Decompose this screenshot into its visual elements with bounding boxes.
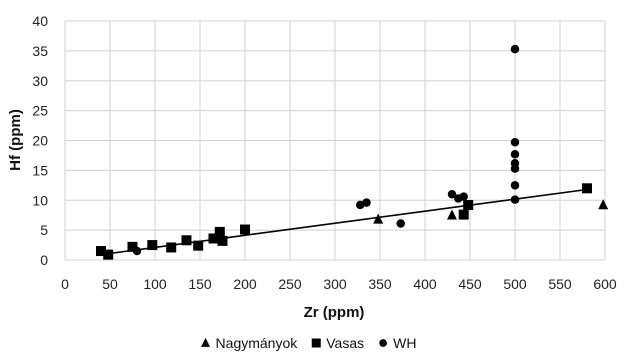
x-tick-label: 300 (323, 276, 347, 292)
data-point-wh (510, 138, 520, 147)
x-tick-label: 150 (188, 276, 212, 292)
y-tick-label: 0 (40, 252, 48, 268)
x-tick-label: 600 (593, 276, 617, 292)
data-point-wh (510, 195, 520, 204)
y-tick-label: 20 (32, 133, 48, 149)
x-tick-label: 350 (368, 276, 392, 292)
y-tick-label: 30 (32, 73, 48, 89)
x-tick-label: 400 (413, 276, 437, 292)
x-tick-label: 50 (102, 276, 118, 292)
data-point-nagymanyok (373, 213, 384, 224)
data-point-nagymanyok (447, 209, 457, 220)
data-point-vasas (217, 235, 228, 246)
x-tick-label: 0 (61, 276, 69, 292)
data-points (96, 44, 609, 260)
legend-marker-nagymanyok (201, 337, 211, 347)
y-tick-label: 10 (32, 192, 48, 208)
data-point-vasas (147, 240, 158, 251)
y-tick-labels: 0 5 10 15 20 25 30 35 40 (32, 13, 48, 268)
legend-label-nagymanyok: Nagymányok (216, 335, 299, 351)
legend-marker-wh (379, 339, 387, 347)
y-tick-label: 15 (32, 162, 48, 178)
legend: Nagymányok Vasas WH (201, 335, 416, 351)
data-point-vasas (463, 200, 474, 211)
data-point-wh (510, 149, 520, 159)
data-point-wh (510, 44, 520, 54)
x-tick-label: 200 (233, 276, 257, 292)
data-point-vasas (96, 246, 106, 257)
legend-marker-vasas (311, 338, 321, 348)
data-point-vasas (582, 183, 592, 194)
legend-label-wh: WH (393, 335, 416, 351)
legend-label-vasas: Vasas (326, 335, 364, 351)
data-point-wh (362, 198, 371, 207)
data-point-vasas (103, 249, 114, 260)
data-point-vasas (208, 233, 219, 244)
y-tick-label: 35 (32, 43, 48, 59)
data-point-vasas (458, 209, 469, 220)
x-axis-title: Zr (ppm) (304, 304, 365, 321)
data-point-vasas (214, 226, 225, 237)
data-point-wh (132, 246, 142, 256)
y-tick-label: 40 (32, 13, 48, 29)
data-point-wh (510, 164, 520, 173)
y-tick-label: 25 (32, 103, 48, 119)
x-tick-label: 550 (548, 276, 572, 292)
x-tick-label: 500 (503, 276, 527, 292)
x-tick-labels: 0 50 100 150 200 250 300 350 400 450 500 550 600 (61, 276, 617, 292)
data-point-vasas (127, 241, 138, 252)
data-point-vasas (193, 240, 204, 251)
grid (64, 20, 606, 261)
data-point-vasas (181, 235, 192, 246)
data-point-nagymanyok (598, 199, 609, 210)
data-point-wh (510, 181, 520, 190)
data-point-wh (447, 190, 457, 199)
y-axis-title: Hf (ppm) (7, 109, 24, 171)
x-tick-label: 250 (278, 276, 302, 292)
data-point-vasas (240, 224, 250, 235)
y-tick-label: 5 (40, 222, 48, 238)
data-point-vasas (166, 242, 177, 253)
data-point-wh (459, 192, 468, 201)
x-tick-label: 100 (143, 276, 167, 292)
x-tick-label: 450 (458, 276, 482, 292)
data-point-wh (396, 219, 405, 228)
